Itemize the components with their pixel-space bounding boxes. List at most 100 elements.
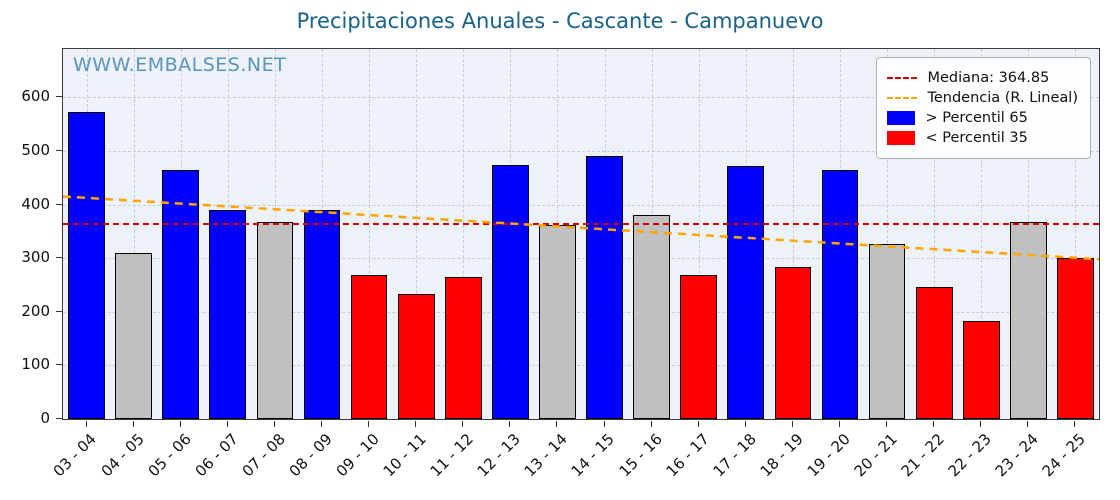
bar-17-18	[727, 166, 765, 419]
bar-13-14	[539, 224, 576, 419]
legend-label: Mediana: 364.85	[927, 70, 1050, 86]
x-tick-mark	[839, 421, 840, 427]
bar-14-15	[586, 156, 623, 419]
x-tick-label: 14 - 15	[567, 430, 619, 481]
bar-03-04	[68, 112, 105, 419]
x-tick-label: 12 - 13	[473, 430, 525, 481]
x-tick-label: 10 - 11	[379, 430, 430, 481]
bar-22-23	[962, 320, 1000, 419]
bar-24-25	[1057, 258, 1094, 419]
x-tick-mark	[415, 421, 417, 427]
x-tick-label: 13 - 14	[520, 430, 572, 481]
trend-line	[62, 195, 1100, 261]
y-tick-label: 200	[21, 301, 50, 320]
x-tick-label: 09 - 10	[332, 430, 383, 481]
x-tick-label: 06 - 07	[191, 430, 242, 481]
x-tick-mark	[509, 421, 511, 427]
bar-08-09	[303, 209, 341, 419]
gridline-vertical	[887, 49, 889, 419]
gridline-vertical	[792, 49, 794, 419]
bar-20-21	[868, 244, 906, 419]
x-tick-mark	[933, 421, 935, 427]
bar-09-10	[350, 275, 388, 419]
x-tick-label: 18 - 19	[756, 430, 807, 481]
legend-label: > Percentil 65	[925, 110, 1028, 126]
x-tick-label: 24 - 25	[1038, 430, 1090, 481]
x-tick-label: 04 - 05	[97, 430, 148, 481]
bar-07-08	[256, 221, 294, 419]
x-tick-mark	[603, 421, 605, 427]
x-tick-mark	[85, 421, 87, 427]
legend-label: < Percentil 35	[925, 130, 1028, 146]
gridline-horizontal	[63, 258, 1099, 260]
x-tick-mark	[132, 421, 134, 427]
x-tick-label: 05 - 06	[144, 430, 195, 481]
legend-item: < Percentil 35	[887, 130, 1078, 146]
x-tick-label: 17 - 18	[709, 430, 760, 481]
gridline-vertical	[416, 49, 418, 419]
x-tick-label: 11 - 12	[426, 430, 478, 481]
bar-15-16	[633, 215, 670, 419]
x-tick-mark	[744, 421, 746, 427]
legend-patch-sample	[887, 111, 916, 125]
legend-item: > Percentil 65	[887, 110, 1078, 126]
x-tick-mark	[179, 421, 181, 427]
x-tick-label: 08 - 09	[285, 430, 336, 481]
x-tick-label: 07 - 08	[238, 430, 289, 481]
x-tick-mark	[556, 421, 558, 427]
gridline-vertical	[133, 49, 135, 419]
bar-06-07	[209, 209, 247, 419]
gridline-vertical	[981, 49, 983, 419]
y-tick-mark	[56, 310, 62, 312]
y-tick-mark	[56, 96, 62, 98]
gridline-horizontal	[63, 365, 1099, 367]
gridline-vertical	[934, 49, 936, 419]
bar-12-13	[491, 164, 529, 419]
x-tick-label: 03 - 04	[49, 430, 101, 481]
gridline-vertical	[1075, 49, 1077, 419]
y-tick-label: 500	[21, 140, 50, 159]
legend-line-sample	[887, 97, 918, 99]
bar-11-12	[444, 277, 482, 419]
y-tick-label: 400	[21, 194, 50, 213]
x-axis: 03 - 04 04 - 05 05 - 06 06 - 07 07 - 08 08 - …	[50, 421, 1100, 499]
bar-21-22	[915, 287, 953, 419]
x-tick-label: 20 - 21	[850, 430, 901, 481]
legend-patch-sample	[887, 131, 916, 145]
bar-05-06	[162, 169, 200, 419]
x-tick-label: 15 - 16	[615, 430, 666, 481]
x-tick-label: 19 - 20	[803, 430, 854, 481]
plot-area: WWW.EMBALSES.NET Mediana: 364.85 Tendenci…	[62, 48, 1100, 420]
y-tick-label: 100	[21, 355, 50, 374]
x-tick-mark	[1027, 421, 1029, 427]
x-tick-mark	[368, 421, 370, 427]
x-tick-label: 22 - 23	[944, 430, 996, 481]
x-tick-label: 23 - 24	[991, 430, 1043, 481]
chart-title: Precipitaciones Anuales - Cascante - Cam…	[296, 9, 824, 33]
x-tick-mark	[273, 421, 275, 427]
gridline-horizontal	[63, 150, 1099, 152]
legend-item: Tendencia (R. Lineal)	[887, 90, 1078, 106]
watermark: WWW.EMBALSES.NET	[73, 54, 287, 76]
x-tick-mark	[886, 421, 888, 427]
x-tick-mark	[462, 421, 464, 427]
median-line	[63, 223, 1099, 226]
bar-16-17	[680, 275, 718, 419]
bar-19-20	[821, 170, 859, 419]
bar-04-05	[115, 252, 152, 419]
x-tick-label: 16 - 17	[662, 430, 713, 481]
gridline-horizontal	[63, 204, 1099, 206]
legend-item: Mediana: 364.85	[887, 70, 1078, 86]
y-tick-label: 300	[21, 248, 50, 267]
gridline-horizontal	[63, 311, 1099, 313]
gridline-horizontal	[63, 97, 1099, 99]
x-tick-mark	[697, 421, 699, 427]
x-tick-label: 21 - 22	[897, 430, 948, 481]
y-tick-mark	[56, 364, 62, 366]
x-tick-mark	[791, 421, 793, 427]
bar-10-11	[397, 294, 435, 419]
gridline-vertical	[369, 49, 371, 419]
y-tick-label: 0	[40, 409, 50, 427]
gridline-vertical	[463, 49, 465, 419]
